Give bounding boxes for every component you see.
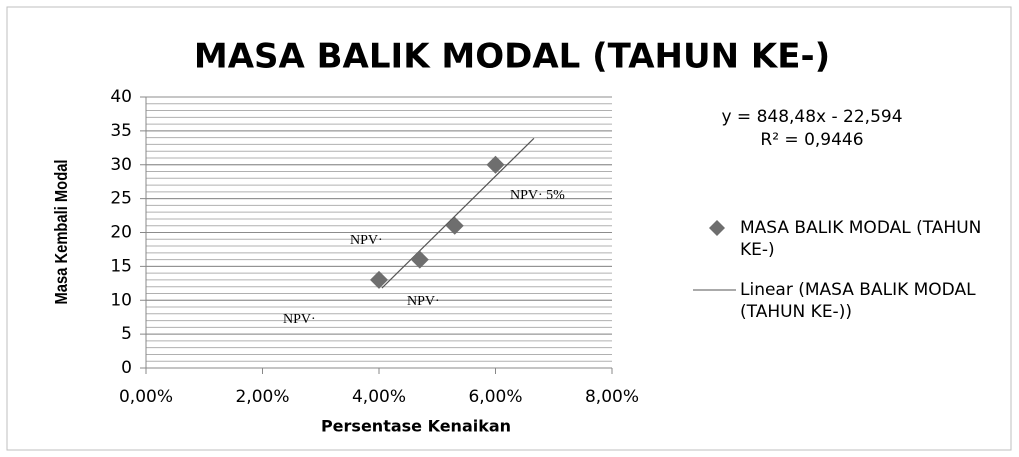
legend-label: MASA BALIK MODAL (TAHUN KE-) [740, 218, 982, 260]
x-tick-label: 8,00% [585, 387, 639, 407]
point [445, 216, 464, 235]
point [370, 270, 388, 289]
x-tick-label: 6,00% [468, 387, 522, 407]
x-tick-label: 2,00% [235, 387, 289, 407]
legend-label: Linear (MASA BALIK MODAL (TAHUN KE-)) [740, 280, 976, 322]
y-tick-label: 40 [110, 87, 132, 107]
legend-marker [709, 220, 725, 236]
y-tick-label: 25 [110, 189, 132, 209]
data-annotation: NPV· [407, 294, 440, 309]
y-tick-label: 30 [110, 155, 132, 175]
y-tick-label: 0 [121, 358, 132, 378]
y-tick-label: 35 [110, 121, 132, 141]
point [486, 155, 505, 174]
trend-equation: y = 848,48x - 22,594 [721, 107, 902, 127]
y-tick-label: 20 [110, 223, 132, 243]
y-tick-label: 5 [121, 324, 132, 344]
x-tick-label: 4,00% [352, 387, 406, 407]
data-annotation: NPV· [283, 312, 316, 327]
y-axis-label: Masa Kembali Modal [51, 160, 71, 305]
trend-r-squared: R² = 0,9446 [760, 130, 863, 150]
trendline [381, 137, 535, 289]
y-tick-label: 15 [110, 256, 132, 276]
x-tick-label: 0,00% [119, 387, 173, 407]
chart-frame [6, 6, 1012, 451]
point [410, 250, 429, 269]
data-annotation: NPV· 5% [510, 188, 565, 203]
data-annotation: NPV· [350, 233, 383, 248]
x-axis-label: Persentase Kenaikan [321, 417, 511, 436]
y-tick-label: 10 [110, 290, 132, 310]
chart-title: MASA BALIK MODAL (TAHUN KE-) [194, 37, 830, 77]
